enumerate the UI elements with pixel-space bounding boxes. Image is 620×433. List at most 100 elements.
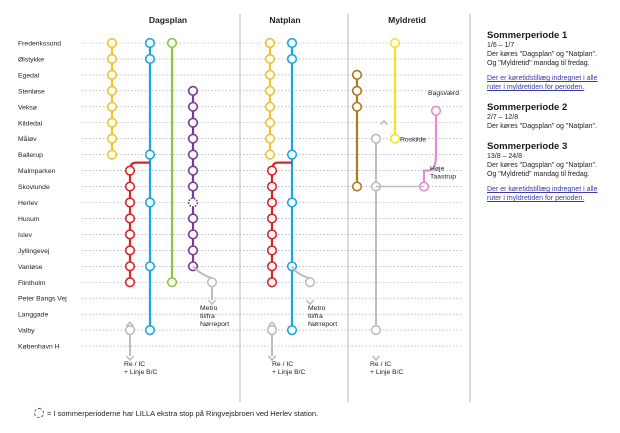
- night-red-stop: [266, 277, 278, 288]
- period-text: Der køres "Dagsplan" og "Natplan".: [487, 162, 597, 169]
- station-label: Herlev: [18, 200, 38, 207]
- night-yellow-line-stop: [264, 37, 276, 49]
- night-yellow-line-stop: [264, 101, 276, 112]
- night-red-stop: [266, 261, 278, 272]
- station-label: Islev: [18, 232, 33, 239]
- note-line: ruter i myldretiden for perioden.: [487, 195, 585, 202]
- station-label: Skovlunde: [18, 184, 50, 191]
- yellow-line-stop: [106, 133, 118, 144]
- period-text: Og "Myldretid" mandag til fredag.: [487, 171, 590, 178]
- period-note-link[interactable]: Der er køretidstillæg indregnet i alle r…: [487, 74, 615, 92]
- brown-line-stop: [351, 101, 363, 112]
- station-label: Stenløse: [18, 88, 45, 95]
- period-1: Sommerperiode 1 1/6 – 1/7 Der køres "Dag…: [487, 30, 615, 92]
- grey-stop: [304, 277, 316, 288]
- purple-line-stop: [187, 197, 199, 208]
- bagsvaerd-label: Bagsværd: [428, 90, 459, 97]
- night-red-stop: [266, 245, 278, 256]
- pink-line-stop: [430, 105, 442, 116]
- footnote-text: = I sommerperioderne har LILLA ekstra st…: [47, 409, 319, 418]
- night-blue-stop: [286, 37, 298, 49]
- re-label: Re / IC: [272, 361, 293, 368]
- note-line: ruter i myldretiden for perioden.: [487, 84, 585, 91]
- red-line-stop: [124, 261, 136, 272]
- night-blue-stop: [286, 197, 298, 208]
- purple-line-stop: [187, 245, 199, 256]
- arrow-down-icon: [371, 355, 381, 362]
- station-label: Egedal: [18, 72, 40, 79]
- station-label: Husum: [18, 216, 40, 223]
- purple-line-stop: [187, 213, 199, 224]
- purple-line-stop: [187, 149, 199, 160]
- re-label: + Linje B/C: [370, 369, 404, 376]
- yellow-line-stop: [106, 37, 118, 49]
- period-dates: 1/6 – 1/7: [487, 42, 515, 49]
- night-red-stop: [266, 197, 278, 208]
- blue-line-stop: [144, 149, 156, 160]
- red-line-stop: [124, 165, 136, 176]
- pink-line-track: [422, 110, 438, 187]
- blue-line-stop: [144, 325, 156, 336]
- metro-label: Nørreport: [308, 321, 337, 328]
- station-label: Ølstykke: [18, 56, 44, 63]
- brown-line-stop: [351, 85, 363, 96]
- red-line-stop: [124, 245, 136, 256]
- purple-line-stop: [187, 165, 199, 176]
- station-label: Kildedal: [18, 120, 43, 127]
- arrow-up-icon: [379, 119, 389, 126]
- grey-link: [192, 265, 213, 280]
- blue-line-stop: [144, 53, 156, 65]
- night-blue-stop: [286, 53, 298, 65]
- note-line: Der er køretidstillæg indregnet i alle: [487, 186, 598, 193]
- station-label: Valby: [18, 328, 35, 335]
- period-title: Sommerperiode 2: [487, 102, 568, 113]
- grey-link: [291, 265, 311, 280]
- period-note-link[interactable]: Der er køretidstillæg indregnet i alle r…: [487, 185, 615, 203]
- yellow-line-stop: [106, 53, 118, 65]
- grey-stop: [370, 133, 382, 144]
- night-yellow-line-stop: [264, 69, 276, 80]
- grey-stop: [370, 325, 382, 336]
- yellow-line-stop: [106, 149, 118, 160]
- yellow-line-stop: [106, 69, 118, 80]
- night-yellow-line-stop: [264, 85, 276, 96]
- red-line-stop: [124, 229, 136, 240]
- period-text: Der køres "Dagsplan" og "Natplan".: [487, 123, 597, 130]
- blue-line-stop: [144, 37, 156, 49]
- arrow-down-icon: [267, 355, 277, 362]
- station-label: Ballerup: [18, 152, 43, 159]
- grey-stop: [266, 325, 278, 336]
- night-red-stop: [266, 181, 278, 192]
- red-line-stop: [124, 197, 136, 208]
- hoje-taastrup-label: Taastrup: [430, 174, 456, 181]
- period-text: Der køres "Dagsplan" og "Natplan".: [487, 51, 597, 58]
- station-label: København H: [18, 344, 60, 351]
- purple-line-stop: [187, 181, 199, 192]
- arrow-up-icon: [125, 320, 135, 327]
- grey-stop: [206, 277, 218, 288]
- purple-line-stop: [187, 117, 199, 128]
- arrow-up-icon: [267, 320, 277, 327]
- re-label: Re / IC: [124, 361, 145, 368]
- brown-line-stop: [351, 181, 363, 192]
- station-label: Vanløse: [18, 264, 43, 271]
- metro-label: Metro: [308, 305, 326, 312]
- purple-line-stop: [187, 101, 199, 112]
- arrow-down-icon: [305, 299, 315, 306]
- night-red-stop: [266, 229, 278, 240]
- green-line-stop: [166, 37, 178, 49]
- roskilde-label: Roskilde: [400, 137, 426, 144]
- blue-line-stop: [144, 197, 156, 208]
- blue-line-stop: [144, 261, 156, 272]
- period-text: Og "Myldretid" mandag til fredag.: [487, 60, 590, 67]
- red-line-stop: [124, 277, 136, 288]
- night-red-stop: [266, 213, 278, 224]
- red-line-stop: [124, 181, 136, 192]
- purple-line-stop: [187, 229, 199, 240]
- grey-stop: [124, 325, 136, 336]
- period-3: Sommerperiode 3 13/8 – 24/8 Der køres "D…: [487, 141, 615, 203]
- sidebar: Sommerperiode 1 1/6 – 1/7 Der køres "Dag…: [487, 30, 615, 213]
- station-label: Veksø: [18, 104, 37, 111]
- night-yellow-line-stop: [264, 117, 276, 128]
- station-label: Måløv: [18, 135, 37, 143]
